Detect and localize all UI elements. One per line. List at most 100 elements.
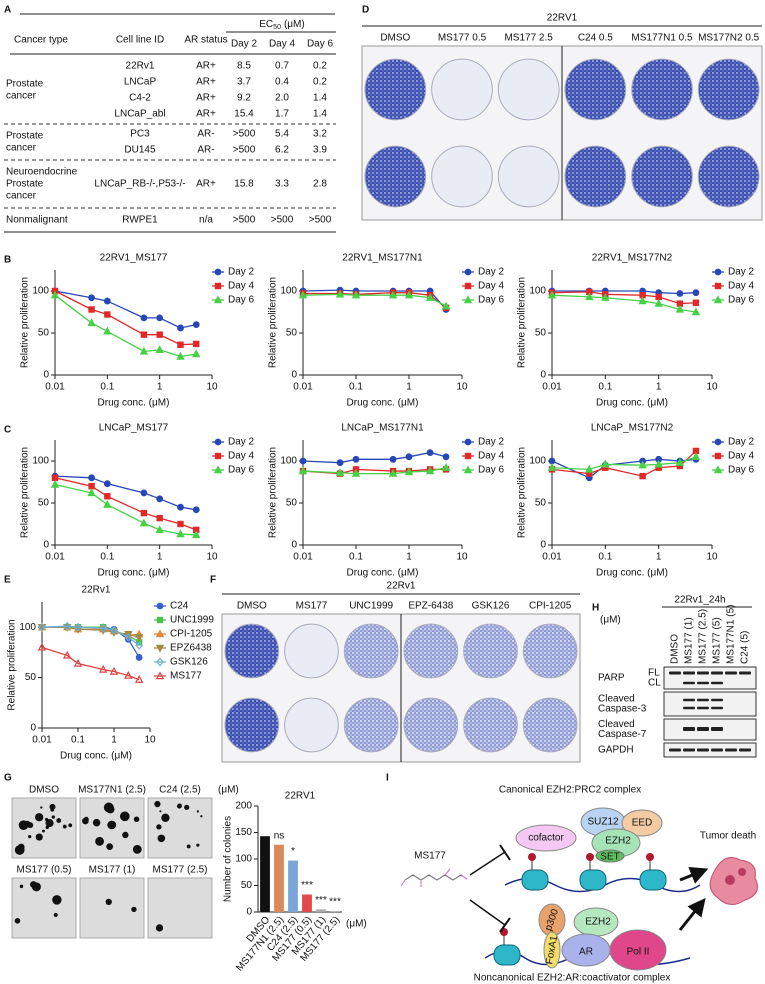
chart-title: 22RV1_MS177N1	[342, 253, 423, 264]
well	[224, 623, 280, 679]
table-header: Day 2	[231, 39, 258, 50]
significance-label: ns	[274, 830, 285, 841]
chart-title: LNCaP_MS177	[99, 423, 169, 434]
eed-shape	[621, 809, 663, 837]
point	[638, 460, 647, 469]
colony	[68, 823, 73, 828]
methyl-mark	[586, 853, 594, 861]
legend-label: Day 4	[228, 451, 255, 462]
x-axis-label: Drug conc. (μM)	[60, 751, 132, 762]
colony	[52, 895, 62, 905]
y-tick-label: 50	[286, 328, 298, 339]
x-tick-label: 1	[406, 552, 412, 563]
point	[124, 632, 133, 642]
point	[388, 468, 398, 477]
x-tick-label: 10	[144, 735, 156, 746]
group-label: cancer	[6, 191, 37, 202]
x-axis-label: Drug conc. (μM)	[347, 398, 419, 409]
point	[88, 474, 95, 482]
point	[177, 324, 184, 332]
colony	[19, 884, 24, 889]
plate-label: DMSO	[237, 601, 267, 612]
methyl-mark	[528, 853, 536, 861]
ec50-value: >500	[233, 145, 256, 156]
x-tick-label: 1	[157, 552, 163, 563]
ec50-value: 3.3	[275, 179, 289, 190]
panel-label: D	[362, 5, 369, 16]
blot-band	[697, 671, 709, 675]
blot-row-label: Caspase-3	[598, 704, 647, 715]
panel-label: G	[4, 773, 12, 784]
point	[585, 464, 594, 473]
colony	[53, 912, 58, 918]
fit-line	[41, 646, 140, 681]
legend-marker	[214, 438, 222, 446]
ec50-value: 3.7	[237, 77, 251, 88]
y-axis-label: Relative proliferation	[20, 277, 31, 368]
blot-band	[683, 671, 695, 675]
point	[547, 290, 557, 299]
legend-label: Day 6	[478, 295, 505, 306]
y-tick-label: 50	[535, 498, 547, 509]
x-tick-label: 1	[111, 735, 117, 746]
cofactor-shape	[515, 824, 577, 852]
y-tick-label: 0	[246, 907, 252, 918]
x-tick-label: 1	[157, 382, 163, 393]
image-label: DMSO	[29, 785, 59, 796]
eed-label: EED	[632, 818, 653, 829]
blot-box	[663, 666, 757, 690]
blot-band	[683, 727, 695, 731]
inhibit-bar	[499, 844, 511, 861]
blot-band	[683, 706, 695, 710]
x-tick-label: 10	[456, 382, 468, 393]
ec50-value: >500	[233, 215, 256, 226]
point	[156, 495, 164, 503]
point	[156, 514, 163, 522]
ec50-value: 3.9	[313, 145, 327, 156]
well	[364, 58, 427, 121]
colony-image	[11, 877, 77, 939]
x-tick-label: 1	[656, 382, 662, 393]
bar	[330, 910, 340, 912]
plate-label: GSK126	[472, 601, 510, 612]
image-unit: (μM)	[218, 785, 239, 796]
x-tick-label: 0.01	[32, 735, 52, 746]
legend-marker	[155, 629, 165, 638]
ezh2-label: EZH2	[605, 836, 631, 847]
lane-label: MS177N1 (5)	[726, 605, 737, 664]
fit-line	[41, 625, 140, 646]
blot-sub-label: CL	[648, 678, 661, 689]
bar	[274, 844, 284, 912]
arrow	[678, 897, 706, 931]
legend-label: Day 6	[228, 465, 255, 476]
colony	[119, 811, 130, 822]
canonical-label: Canonical EZH2:PRC2 complex	[499, 785, 641, 796]
x-tick-label: 1	[406, 382, 412, 393]
point	[98, 664, 108, 673]
legend-marker	[714, 268, 722, 276]
point	[388, 290, 398, 299]
point	[88, 306, 95, 313]
legend-label: Day 2	[478, 267, 505, 278]
point	[135, 654, 143, 661]
plate-label: MS177 0.5	[438, 33, 487, 44]
x-tick-label: 10	[706, 552, 718, 563]
table-header: Cell line ID	[116, 35, 164, 46]
lane-label: DMSO	[670, 634, 681, 664]
cell-line: RWPE1	[122, 215, 158, 226]
point	[140, 509, 148, 517]
arrow	[679, 866, 709, 884]
x-tick-label: 0.1	[598, 382, 612, 393]
significance-label: ***	[329, 897, 341, 908]
point	[177, 341, 184, 348]
point	[62, 650, 72, 659]
well	[284, 697, 339, 753]
x-tick-label: 10	[706, 382, 718, 393]
legend-label: EPZ6438	[170, 643, 212, 654]
ec50-main: EC	[259, 19, 273, 30]
axis	[551, 270, 712, 376]
y-tick-label: 50	[38, 498, 50, 509]
legend-label: UNC1999	[170, 615, 214, 626]
foxa1-label: FoxA1	[544, 934, 560, 965]
plate-label: CPI-1205	[529, 601, 572, 612]
